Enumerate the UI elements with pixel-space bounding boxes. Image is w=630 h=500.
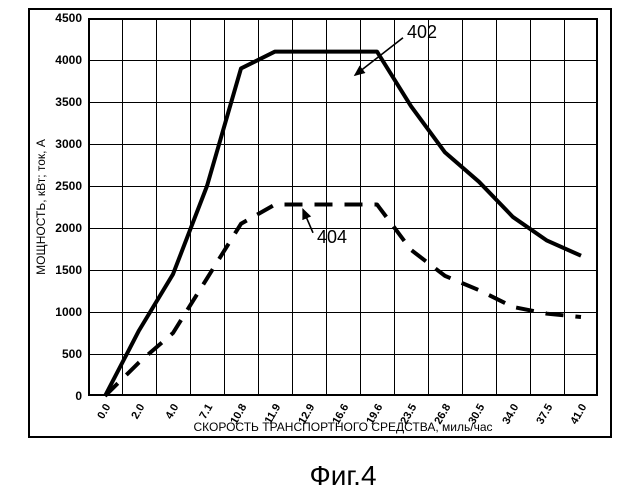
series-layer	[0, 0, 630, 500]
label-402: 402	[407, 22, 437, 43]
series-402	[105, 52, 581, 396]
label-404: 404	[317, 227, 347, 248]
